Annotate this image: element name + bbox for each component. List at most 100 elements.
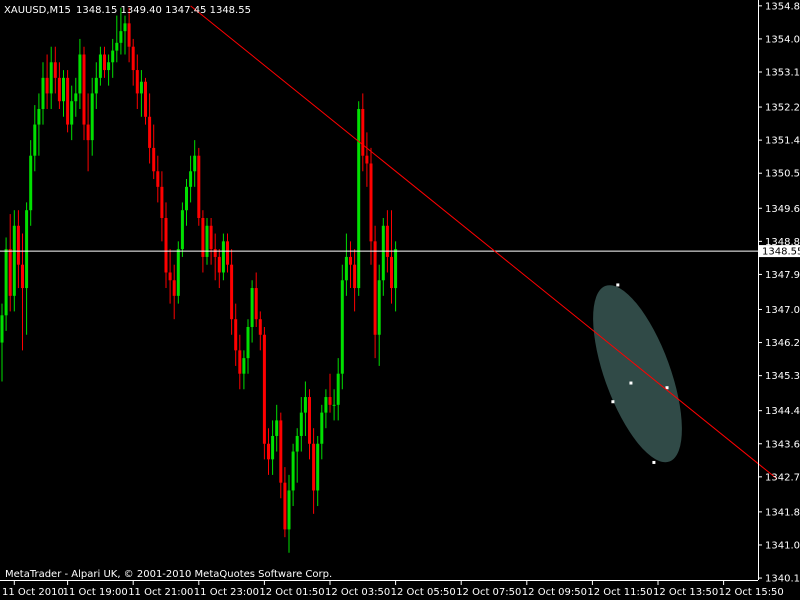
candle xyxy=(193,140,197,187)
candle xyxy=(66,70,70,133)
candle xyxy=(328,373,332,413)
candle xyxy=(353,249,357,312)
candle xyxy=(86,93,90,172)
ellipse-handle[interactable] xyxy=(665,386,669,390)
ellipse-handle[interactable] xyxy=(616,283,620,287)
candle xyxy=(262,326,266,460)
candle-body xyxy=(57,77,61,102)
candle xyxy=(349,241,352,289)
ellipse-handle[interactable] xyxy=(611,400,615,404)
price-tick-label: 1351.40 xyxy=(765,136,800,147)
candle xyxy=(90,77,94,156)
candle-body xyxy=(299,412,303,436)
candle-body xyxy=(246,326,250,359)
candle xyxy=(246,319,250,374)
candle-body xyxy=(287,490,291,530)
candle-body xyxy=(172,280,176,296)
candle xyxy=(189,155,193,203)
candle xyxy=(373,225,377,359)
time-tick-label: 12 Oct 15:50 xyxy=(719,587,784,598)
candle-body xyxy=(82,54,86,125)
candle xyxy=(320,404,324,460)
candle xyxy=(160,171,164,242)
candle xyxy=(332,389,336,421)
candle-body xyxy=(90,93,94,141)
candle xyxy=(53,46,57,94)
ellipse-handle[interactable] xyxy=(629,381,633,385)
ellipse-shape[interactable] xyxy=(575,275,701,473)
candle xyxy=(381,217,385,296)
candle xyxy=(312,428,316,514)
candle xyxy=(135,54,139,109)
candle xyxy=(4,237,8,331)
candle-body xyxy=(328,397,332,405)
candle xyxy=(78,38,82,109)
candle-body xyxy=(291,451,295,491)
candle-body xyxy=(164,217,168,273)
candle-body xyxy=(324,397,328,413)
candle-body xyxy=(201,217,205,257)
candle-body xyxy=(295,435,299,452)
candle xyxy=(275,404,279,452)
ellipse-marker[interactable] xyxy=(575,275,701,473)
candle-body xyxy=(119,31,123,43)
candle-body xyxy=(115,42,119,51)
candle xyxy=(287,474,291,553)
current-price-badge: 1348.55 xyxy=(759,245,800,258)
candle-body xyxy=(37,108,41,125)
candle-body xyxy=(148,116,152,148)
candle xyxy=(369,147,373,265)
candle xyxy=(254,272,258,327)
candle-body xyxy=(78,54,82,94)
time-tick-label: 11 Oct 21:00 xyxy=(128,587,193,598)
candle xyxy=(385,210,389,273)
time-tick-label: 11 Oct 2010 xyxy=(2,587,64,598)
candle xyxy=(144,77,147,125)
trendline[interactable] xyxy=(190,5,778,480)
price-tick-label: 1354.00 xyxy=(765,34,800,45)
candle-body xyxy=(12,225,16,296)
price-tick-label: 1345.35 xyxy=(765,371,800,382)
candle xyxy=(45,54,49,109)
candle-body xyxy=(361,108,365,156)
candle-body xyxy=(390,256,393,289)
ellipse-handle[interactable] xyxy=(652,460,656,464)
candle xyxy=(242,350,246,390)
candle-body xyxy=(271,435,275,460)
price-tick-label: 1341.00 xyxy=(765,540,800,551)
candle-body xyxy=(53,62,57,78)
candle-body xyxy=(357,108,361,289)
candle-body xyxy=(49,62,53,94)
time-tick-label: 12 Oct 13:50 xyxy=(653,587,718,598)
candle-body xyxy=(283,482,287,530)
candle-body xyxy=(127,23,131,47)
candle xyxy=(119,7,123,55)
candle xyxy=(213,233,217,281)
candles-group xyxy=(0,7,398,553)
price-axis: 1354.85 1354.00 1353.15 1352.25 1351.40 1350.… xyxy=(758,1,800,585)
price-tick-label: 1353.15 xyxy=(765,68,800,79)
candle xyxy=(217,249,221,289)
candle-body xyxy=(193,155,197,172)
candle xyxy=(267,428,270,475)
candle xyxy=(21,233,24,351)
candle xyxy=(357,101,361,296)
candle xyxy=(176,241,180,304)
candle xyxy=(74,77,78,117)
candle-body xyxy=(197,155,201,218)
candle xyxy=(185,179,188,226)
candle xyxy=(201,210,205,273)
candle-body xyxy=(242,358,246,374)
candle-body xyxy=(332,404,336,406)
candle-body xyxy=(86,124,90,141)
candle-body xyxy=(353,264,357,289)
current-price-label: 1348.55 xyxy=(762,247,800,258)
candle xyxy=(230,249,234,335)
candle xyxy=(377,264,381,366)
candle xyxy=(127,7,131,63)
candle-body xyxy=(238,350,242,374)
candle-body xyxy=(135,70,139,94)
time-tick-label: 12 Oct 09:50 xyxy=(522,587,587,598)
candle xyxy=(221,233,225,281)
